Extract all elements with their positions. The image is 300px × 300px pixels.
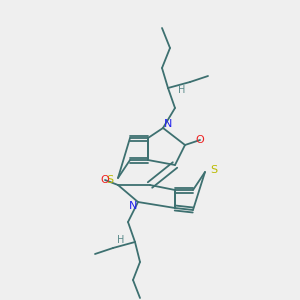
Text: N: N — [129, 201, 137, 211]
Text: H: H — [178, 85, 186, 95]
Text: S: S — [106, 175, 114, 185]
Text: H: H — [117, 235, 125, 245]
Text: N: N — [164, 119, 172, 129]
Text: S: S — [210, 165, 218, 175]
Text: O: O — [196, 135, 204, 145]
Text: O: O — [100, 175, 109, 185]
